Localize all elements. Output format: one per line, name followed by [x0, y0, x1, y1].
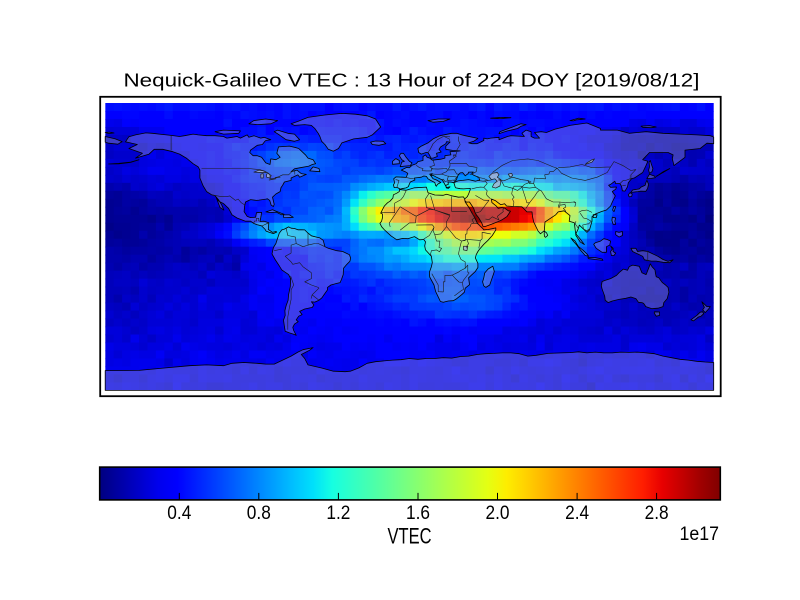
svg-text:VTEC: VTEC: [388, 524, 432, 549]
svg-text:Nequick-Galileo VTEC : 13 Hour: Nequick-Galileo VTEC : 13 Hour of 224 DO…: [124, 71, 700, 91]
svg-text:0.8: 0.8: [247, 503, 271, 524]
svg-text:1.2: 1.2: [326, 503, 350, 524]
svg-text:2.8: 2.8: [645, 503, 669, 524]
svg-text:0.4: 0.4: [167, 503, 191, 524]
svg-text:2.0: 2.0: [486, 503, 510, 524]
svg-text:1e17: 1e17: [680, 524, 720, 545]
svg-text:1.6: 1.6: [406, 503, 430, 524]
svg-text:2.4: 2.4: [565, 503, 589, 524]
